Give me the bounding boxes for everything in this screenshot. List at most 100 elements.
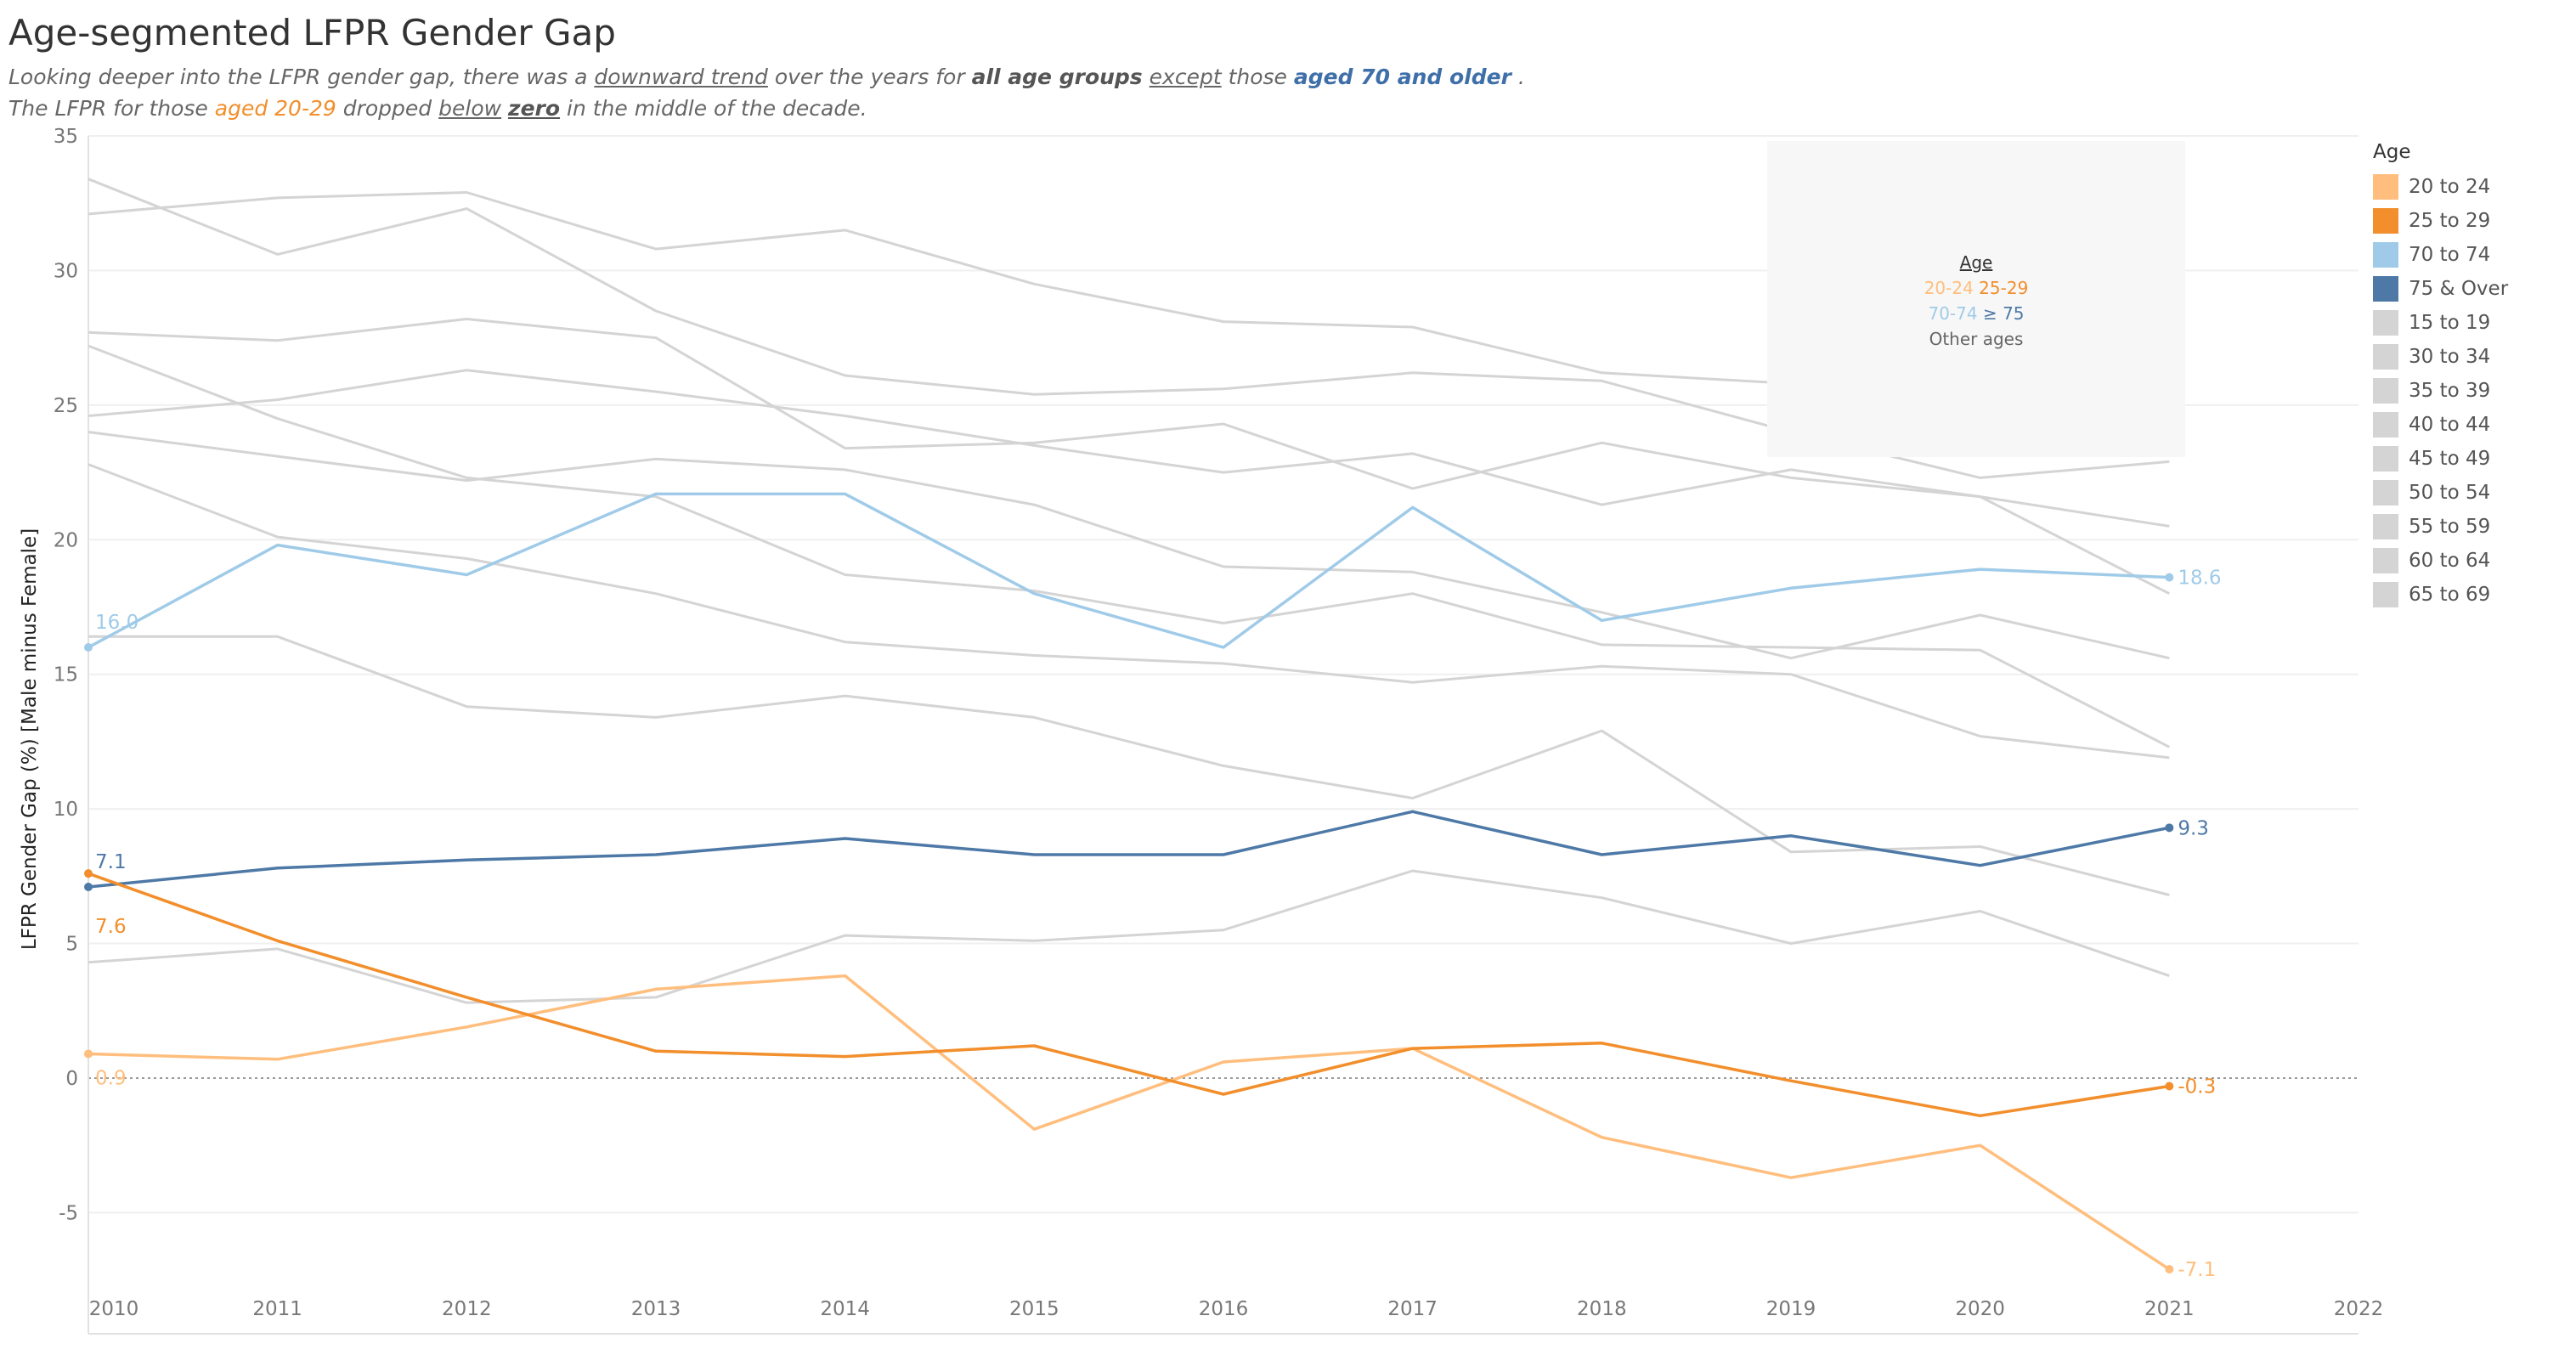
x-tick-label: 2019 [1766,1298,1816,1320]
legend-item[interactable]: 20 to 24 [2373,170,2508,204]
annotation-20-24: 20-24 [1924,278,1974,298]
subtitle-line-1-segment: those [1221,65,1294,89]
annotation-row-20-29: 20-24 25-29 [1767,275,2185,301]
legend-item[interactable]: 65 to 69 [2373,578,2508,612]
x-tick-label: 2011 [252,1298,302,1320]
legend-swatch [2373,378,2398,404]
subtitle-line-2-segment: in the middle of the decade. [560,96,867,121]
legend-item[interactable]: 50 to 54 [2373,476,2508,510]
data-labels: 16.0 18.6 7.1 9.3 7.6 -0.3 0.9 -7.1 [84,568,2222,1281]
legend-items: 20 to 24 25 to 29 70 to 74 75 & Over 15 to 1… [2373,170,2508,612]
subtitle-line-1-segment: except [1149,65,1222,89]
series-line [88,369,2170,596]
x-tick-label: 2020 [1955,1298,2005,1320]
data-point-marker [2165,823,2174,833]
legend-label: 50 to 54 [2409,482,2491,504]
data-label: 7.6 [95,916,127,938]
legend-swatch [2373,514,2398,539]
data-label: -7.1 [2178,1259,2216,1281]
data-point-marker [2165,573,2174,582]
legend-item[interactable]: 25 to 29 [2373,204,2508,238]
y-tick-label: 35 [54,126,78,148]
series-line [88,344,2170,748]
axes: -5 0 5 10 15 20 25 30 35 2010 2011 2012 2013 2014 2015… [54,126,2383,1335]
x-tick-label: 2021 [2144,1298,2195,1320]
y-tick-label: 20 [54,529,78,551]
annotation-heading: Age [1959,252,1993,273]
x-tick-label: 2013 [631,1298,681,1320]
legend-item[interactable]: 45 to 49 [2373,442,2508,476]
legend-swatch [2373,548,2398,573]
y-axis-label: LFPR Gender Gap (%) [Male minus Female] [19,528,41,950]
legend-label: 55 to 59 [2409,516,2491,538]
subtitle-line-2-segment: dropped [336,96,439,121]
data-point-marker [2165,1081,2174,1091]
x-tick-label: 2010 [89,1298,139,1320]
legend-swatch [2373,412,2398,438]
legend-swatch [2373,446,2398,472]
data-point-marker [84,643,93,652]
series-line [88,872,2170,1118]
series-line [88,810,2170,889]
legend-swatch [2373,208,2398,234]
series-line [88,431,2170,660]
data-point-marker [84,869,93,878]
annotation-other-ages: Other ages [1929,329,2024,349]
subtitle-line-1-segment: . [1511,65,1525,89]
legend-item[interactable]: 30 to 34 [2373,340,2508,374]
legend-label: 20 to 24 [2409,176,2491,198]
series-line [88,635,2170,896]
subtitle-line-1-segment: Looking deeper into the LFPR gender gap,… [8,65,595,89]
legend-label: 60 to 64 [2409,550,2491,572]
legend-label: 30 to 34 [2409,346,2491,368]
legend-swatch [2373,480,2398,505]
legend-title: Age [2373,141,2411,163]
annotation-70-74: 70-74 [1928,303,1978,324]
x-tick-label: 2016 [1199,1298,1249,1320]
y-tick-label: 0 [65,1068,78,1090]
y-tick-label: 5 [65,934,78,956]
legend-item[interactable]: 35 to 39 [2373,374,2508,408]
legend-label: 40 to 44 [2409,414,2491,436]
y-tick-label: 15 [54,664,78,686]
legend-swatch [2373,582,2398,607]
y-tick-label: 30 [54,260,78,282]
series-line [88,974,2171,1271]
subtitle-line-1: Looking deeper into the LFPR gender gap,… [8,61,1525,93]
legend-label: 25 to 29 [2409,210,2491,232]
legend-swatch [2373,276,2398,302]
legend-label: 35 to 39 [2409,380,2491,402]
x-tick-label: 2015 [1009,1298,1059,1320]
chart-title: Age-segmented LFPR Gender Gap [8,12,616,54]
chart-subtitle: Looking deeper into the LFPR gender gap,… [8,61,1525,124]
data-point-marker [84,1049,93,1059]
x-tick-label: 2012 [442,1298,492,1320]
subtitle-line-2-segment: zero [508,96,561,121]
legend-swatch [2373,310,2398,336]
color-key-annotation: Age 20-24 25-29 70-74 ≥ 75 Other ages [1767,141,2185,457]
legend-item[interactable]: 15 to 19 [2373,306,2508,340]
legend-item[interactable]: 55 to 59 [2373,510,2508,544]
subtitle-line-2-segment: The LFPR for those [8,96,215,121]
legend-item[interactable]: 40 to 44 [2373,408,2508,442]
legend-label: 65 to 69 [2409,584,2491,606]
subtitle-line-1-segment: aged 70 and older [1293,65,1511,89]
legend-item[interactable]: 70 to 74 [2373,238,2508,272]
subtitle-line-1-segment: all age groups [971,65,1143,89]
data-label: 7.1 [95,851,127,873]
legend-label: 45 to 49 [2409,448,2491,470]
legend-swatch [2373,242,2398,268]
annotation-25-29: 25-29 [1979,278,2029,298]
data-label: 16.0 [95,612,138,634]
series-line [88,318,2170,528]
annotation-row-70-plus: 70-74 ≥ 75 [1767,301,2185,326]
series-line [88,869,2170,1004]
legend-item[interactable]: 75 & Over [2373,272,2508,306]
legend-label: 70 to 74 [2409,244,2491,266]
data-point-marker [84,883,93,892]
legend-item[interactable]: 60 to 64 [2373,544,2508,578]
data-point-marker [2165,1264,2174,1273]
legend: Age 20 to 24 25 to 29 70 to 74 75 & Over 15 … [2373,141,2508,612]
x-tick-label: 2014 [820,1298,870,1320]
